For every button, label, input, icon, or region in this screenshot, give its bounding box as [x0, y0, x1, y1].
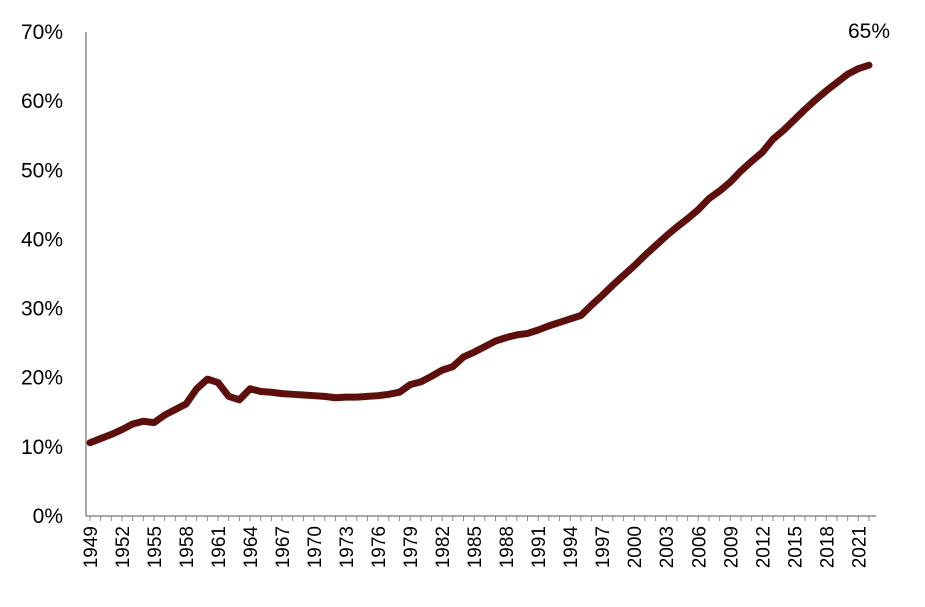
x-tick-label: 2009 [721, 526, 742, 568]
series-group [86, 61, 873, 447]
x-tick-label: 1997 [593, 526, 614, 568]
y-tick-label: 30% [21, 298, 63, 321]
axes [85, 32, 876, 517]
x-tick-label: 1991 [529, 526, 550, 568]
x-tick-label: 1949 [81, 526, 102, 568]
x-tick-label: 2006 [689, 526, 710, 568]
x-tick-label: 1955 [145, 526, 166, 568]
x-axis-ticks: 1949 1952 1955 1958 1961 1964 1967 1970 1973 1976… [81, 516, 870, 568]
x-tick-label: 1964 [241, 526, 262, 569]
x-tick-label: 2000 [625, 526, 646, 568]
y-axis-ticks: 0% 10% 20% 30% 40% 50% 60% 70% [21, 21, 63, 528]
x-tick-label: 1988 [497, 526, 518, 568]
x-tick-label: 1961 [209, 526, 230, 568]
y-tick-label: 50% [21, 159, 63, 182]
x-tick-label: 1973 [337, 526, 358, 568]
x-tick-label: 2015 [785, 526, 806, 568]
y-tick-label: 60% [21, 90, 63, 113]
y-tick-label: 10% [21, 436, 63, 459]
x-tick-label: 1958 [177, 526, 198, 568]
x-tick-label: 2012 [753, 526, 774, 568]
y-tick-label: 70% [21, 21, 63, 44]
x-tick-label: 1979 [401, 526, 422, 568]
x-tick-label: 2003 [657, 526, 678, 568]
x-tick-label: 2018 [817, 526, 838, 568]
x-tick-label: 1967 [273, 526, 294, 568]
x-tick-label: 2021 [849, 526, 870, 568]
y-tick-label: 40% [21, 228, 63, 251]
annotations: 65% [848, 20, 890, 43]
y-tick-label: 20% [21, 367, 63, 390]
x-tick-label: 1994 [561, 526, 582, 569]
x-tick-label: 1970 [305, 526, 326, 568]
end-value-label: 65% [848, 20, 890, 43]
x-tick-label: 1976 [369, 526, 390, 568]
series-line [86, 61, 873, 447]
x-tick-label: 1952 [113, 526, 134, 568]
x-tick-label: 1982 [433, 526, 454, 568]
y-tick-label: 0% [33, 505, 63, 528]
x-tick-label: 1985 [465, 526, 486, 568]
